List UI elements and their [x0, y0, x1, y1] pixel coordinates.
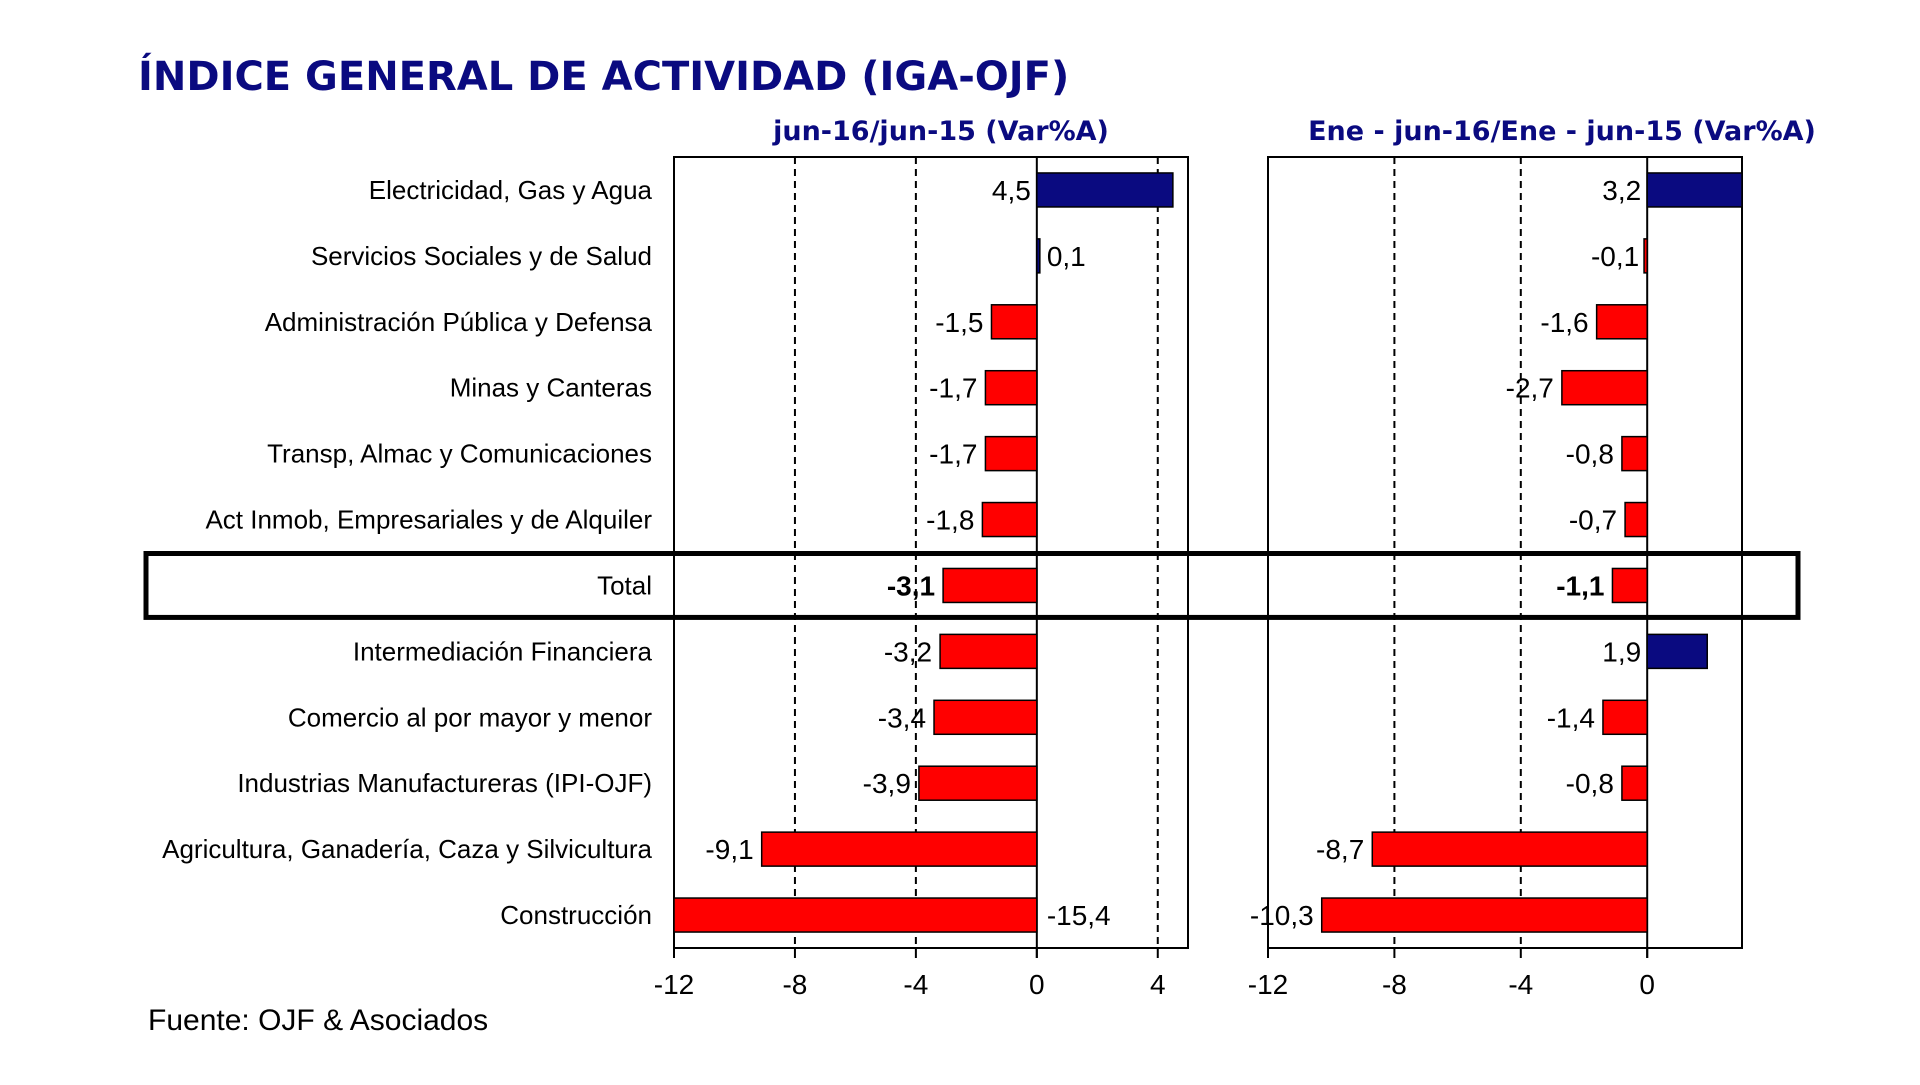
chart-title: ÍNDICE GENERAL DE ACTIVIDAD (IGA-OJF) — [138, 52, 1069, 100]
source-note: Fuente: OJF & Asociados — [148, 1004, 488, 1037]
panel-2-value-label-4: -0,8 — [1566, 439, 1614, 470]
panel-2-bar-7 — [1646, 633, 1708, 670]
category-label-9: Industrias Manufactureras (IPI-OJF) — [237, 768, 652, 798]
panel-1-bar-4 — [984, 435, 1038, 472]
panel-2-value-label-6: -1,1 — [1556, 570, 1604, 601]
panel-2-value-label-11: -10,3 — [1250, 900, 1314, 931]
category-label-3: Minas y Canteras — [450, 373, 652, 403]
panel-2-value-label-7: 1,9 — [1602, 636, 1641, 667]
chart-marks: Electricidad, Gas y Agua Servicios Social… — [143, 156, 1801, 1000]
panel-2-value-label-0: 3,2 — [1602, 175, 1641, 206]
panel-1-tick-label-1: -8 — [782, 969, 807, 1000]
panel-1-bar-9 — [918, 765, 1038, 801]
panel-1-title: jun-16/jun-15 (Var%A) — [772, 116, 1109, 147]
category-label-6: Total — [597, 570, 652, 600]
panel-1-value-label-7: -3,2 — [884, 636, 932, 667]
panel-1-bar-6 — [942, 567, 1038, 604]
category-label-2: Administración Pública y Defensa — [265, 307, 653, 337]
category-label-1: Servicios Sociales y de Salud — [311, 241, 652, 271]
category-label-8: Comercio al por mayor y menor — [288, 702, 652, 732]
panel-2-bar-10 — [1371, 831, 1648, 867]
panel-2-bar-8 — [1602, 699, 1648, 736]
panel-2-tick-label-3: 0 — [1639, 969, 1655, 1000]
panel-2-tick-label-2: -4 — [1508, 969, 1533, 1000]
panel-1-value-label-3: -1,7 — [929, 373, 977, 404]
category-label-0: Electricidad, Gas y Agua — [369, 175, 653, 205]
category-label-5: Act Inmob, Empresariales y de Alquiler — [205, 505, 652, 535]
panel-1-bar-1 — [1036, 238, 1041, 274]
panel-2-bar-2 — [1595, 304, 1648, 340]
panel-2-value-label-2: -1,6 — [1540, 307, 1588, 338]
panel-2-bar-6 — [1611, 567, 1648, 604]
panel-1-bar-7 — [939, 633, 1038, 670]
panel-1-bar-2 — [990, 304, 1038, 340]
panel-1-value-label-4: -1,7 — [929, 439, 977, 470]
panel-2-value-label-1: -0,1 — [1591, 241, 1639, 272]
category-label-4: Transp, Almac y Comunicaciones — [267, 439, 652, 469]
panel-2-tick-label-0: -12 — [1248, 969, 1288, 1000]
panel-1-bar-0 — [1036, 172, 1174, 208]
panel-2-tick-label-1: -8 — [1382, 969, 1407, 1000]
panel-1-bar-5 — [981, 501, 1038, 538]
panel-1-tick-label-3: 0 — [1029, 969, 1045, 1000]
total-highlight-box — [143, 551, 1801, 620]
panel-1-bar-11 — [673, 897, 1038, 933]
panel-2-bar-9 — [1621, 765, 1648, 801]
panel-2-value-label-5: -0,7 — [1569, 505, 1617, 536]
panel-1-value-label-6: -3,1 — [887, 570, 935, 601]
panel-2-value-label-3: -2,7 — [1506, 373, 1554, 404]
panel-1-value-label-0: 4,5 — [992, 175, 1031, 206]
panel-2-bar-5 — [1624, 501, 1648, 538]
category-label-10: Agricultura, Ganadería, Caza y Silvicult… — [162, 834, 652, 864]
panel-1-value-label-8: -3,4 — [878, 702, 926, 733]
panel-1-bar-8 — [933, 699, 1038, 736]
panel-1-value-label-2: -1,5 — [935, 307, 983, 338]
panel-2-value-label-8: -1,4 — [1547, 702, 1595, 733]
panel-1-tick-label-0: -12 — [654, 969, 694, 1000]
panel-2-title: Ene - jun-16/Ene - jun-15 (Var%A) — [1308, 116, 1816, 147]
panel-1-bar-10 — [760, 831, 1038, 867]
panel-2-value-label-9: -0,8 — [1566, 768, 1614, 799]
panel-2-bar-0 — [1646, 172, 1743, 208]
category-label-11: Construcción — [500, 900, 652, 930]
panel-1-tick-label-4: 4 — [1150, 969, 1166, 1000]
panel-1-tick-label-2: -4 — [903, 969, 928, 1000]
panel-1-value-label-9: -3,9 — [863, 768, 911, 799]
category-label-7: Intermediación Financiera — [353, 636, 653, 666]
panel-2-bar-1 — [1643, 238, 1648, 274]
panel-1-value-label-11: -15,4 — [1047, 900, 1111, 931]
panel-2-bar-11 — [1320, 897, 1648, 933]
panel-2-bar-3 — [1561, 369, 1648, 406]
panel-1-value-label-10: -9,1 — [705, 834, 753, 865]
panel-1-value-label-1: 0,1 — [1047, 241, 1086, 272]
panel-2-bar-4 — [1621, 435, 1648, 472]
panel-1-bar-3 — [984, 369, 1038, 406]
panel-1-value-label-5: -1,8 — [926, 505, 974, 536]
panel-2-value-label-10: -8,7 — [1316, 834, 1364, 865]
